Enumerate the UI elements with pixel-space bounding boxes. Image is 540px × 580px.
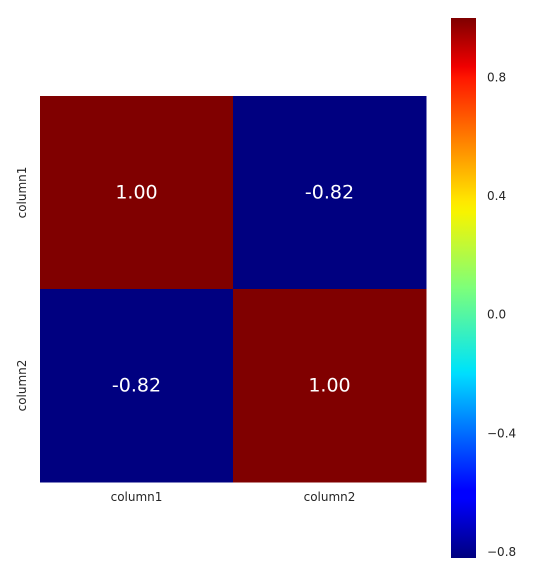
y-tick-label: column1 <box>15 167 29 219</box>
colorbar-tick-label: 0.4 <box>487 189 506 203</box>
cell-value-label: -0.82 <box>305 182 354 204</box>
x-tick-label: column2 <box>304 490 356 504</box>
colorbar-tick-label: 0.0 <box>487 308 506 322</box>
heatmap-cell-column2-column2 <box>233 289 427 483</box>
colorbar-tick-label: −0.4 <box>487 426 516 440</box>
heatmap-cell-labels: 1.00 -0.82 -0.82 1.00 <box>112 182 354 397</box>
cell-value-label: -0.82 <box>112 375 161 397</box>
x-axis: column1 column2 <box>111 490 356 504</box>
heatmap-cells <box>40 96 427 483</box>
y-axis: column1 column2 <box>15 167 29 412</box>
y-tick-label: column2 <box>15 360 29 412</box>
heatmap-cell-column2-column1 <box>40 289 234 483</box>
cell-value-label: 1.00 <box>115 182 157 204</box>
heatmap-cell-column1-column2 <box>233 96 427 290</box>
x-tick-label: column1 <box>111 490 163 504</box>
heatmap-cell-column1-column1 <box>40 96 234 290</box>
colorbar-tick-label: −0.8 <box>487 545 516 559</box>
colorbar-tick-label: 0.8 <box>487 70 506 84</box>
cell-value-label: 1.00 <box>308 375 350 397</box>
colorbar: 0.8 0.4 0.0 −0.4 −0.8 <box>451 18 516 559</box>
colorbar-ticks: 0.8 0.4 0.0 −0.4 −0.8 <box>487 70 516 559</box>
colorbar-gradient <box>451 18 476 558</box>
